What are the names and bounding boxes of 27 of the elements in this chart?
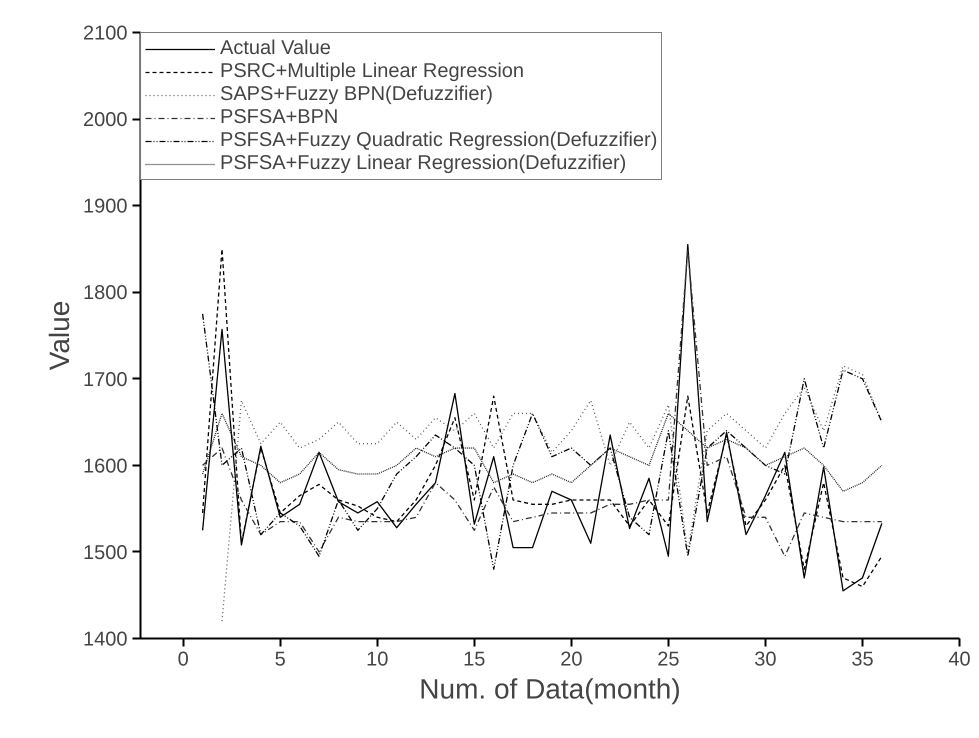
legend-label: PSFSA+Fuzzy Linear Regression(Defuzzifier) (220, 152, 626, 175)
legend-label: PSFSA+Fuzzy Quadratic Regression(Defuzzifier) (220, 129, 658, 152)
x-tick-label: 5 (274, 648, 286, 670)
y-tick-label: 2100 (83, 22, 128, 44)
x-tick-label: 25 (657, 648, 680, 670)
y-tick-label: 1900 (83, 196, 128, 218)
legend-label: PSFSA+BPN (220, 106, 338, 129)
y-tick-label: 1400 (83, 628, 128, 650)
y-tick-label: 1600 (83, 455, 128, 478)
x-tick-label: 20 (560, 648, 582, 670)
x-tick-label: 30 (754, 648, 777, 670)
x-tick-label: 35 (851, 648, 874, 670)
legend-label: SAPS+Fuzzy BPN(Defuzzifier) (220, 83, 493, 106)
line-series (202, 412, 883, 492)
y-tick-label: 1700 (83, 368, 128, 391)
y-axis-title: Value (44, 300, 76, 370)
legend-label: PSRC+Multiple Linear Regression (220, 60, 524, 83)
y-tick-label: 2000 (83, 109, 128, 132)
y-tick-label: 1500 (83, 542, 128, 564)
x-tick-label: 15 (463, 648, 486, 670)
x-axis-title: Num. of Data(month) (419, 674, 681, 704)
x-tick-label: 0 (178, 648, 189, 670)
line-series (221, 365, 883, 622)
legend-label: Actual Value (220, 37, 331, 60)
x-tick-label: 40 (948, 648, 971, 670)
y-tick-label: 1800 (83, 282, 128, 304)
x-tick-label: 10 (366, 648, 388, 670)
